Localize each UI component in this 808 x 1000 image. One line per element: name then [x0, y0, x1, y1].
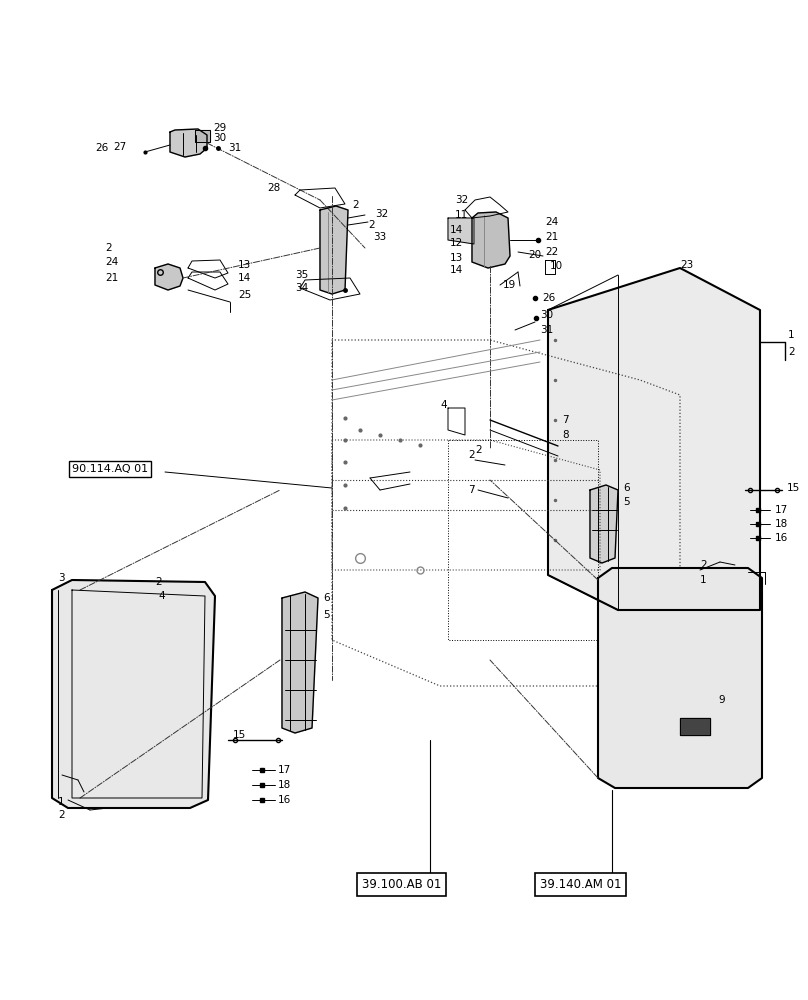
Text: 11: 11 [455, 210, 469, 220]
Polygon shape [195, 130, 210, 142]
Polygon shape [472, 212, 510, 268]
Text: 4: 4 [158, 591, 165, 601]
Polygon shape [448, 218, 474, 244]
Text: 32: 32 [455, 195, 469, 205]
Text: 39.140.AM 01: 39.140.AM 01 [540, 878, 621, 891]
Text: 16: 16 [775, 533, 789, 543]
Text: 2: 2 [700, 560, 707, 570]
Text: 20: 20 [528, 250, 541, 260]
Text: 4: 4 [440, 400, 447, 410]
Text: 8: 8 [562, 430, 569, 440]
Text: 13: 13 [238, 260, 251, 270]
Text: 14: 14 [450, 265, 463, 275]
Text: 2: 2 [468, 450, 474, 460]
Polygon shape [155, 264, 183, 290]
Text: 35: 35 [295, 270, 308, 280]
Text: 12: 12 [450, 238, 463, 248]
Text: 29: 29 [213, 123, 226, 133]
Text: 1: 1 [788, 330, 794, 340]
Text: 31: 31 [228, 143, 242, 153]
Text: 21: 21 [545, 232, 558, 242]
Text: 15: 15 [233, 730, 246, 740]
Text: 14: 14 [238, 273, 251, 283]
Text: 10: 10 [550, 261, 563, 271]
Text: 3: 3 [58, 573, 65, 583]
Text: 26: 26 [95, 143, 108, 153]
Text: 24: 24 [105, 257, 118, 267]
Text: 15: 15 [787, 483, 800, 493]
Polygon shape [680, 718, 710, 735]
Text: 6: 6 [623, 483, 629, 493]
Text: 27: 27 [113, 142, 126, 152]
Text: 9: 9 [718, 695, 725, 705]
Text: 17: 17 [775, 505, 789, 515]
Text: 18: 18 [775, 519, 789, 529]
Polygon shape [320, 206, 348, 294]
Text: 33: 33 [373, 232, 386, 242]
Text: 25: 25 [238, 290, 251, 300]
Text: 90.114.AQ 01: 90.114.AQ 01 [72, 464, 148, 474]
Polygon shape [598, 568, 762, 788]
Polygon shape [52, 580, 215, 808]
Text: 30: 30 [213, 133, 226, 143]
Polygon shape [590, 485, 618, 563]
Text: 18: 18 [278, 780, 291, 790]
Text: 31: 31 [540, 325, 553, 335]
Text: 26: 26 [542, 293, 555, 303]
Text: 7: 7 [562, 415, 569, 425]
Text: 19: 19 [503, 280, 516, 290]
Text: 34: 34 [295, 283, 308, 293]
Text: 5: 5 [623, 497, 629, 507]
Text: 30: 30 [540, 310, 553, 320]
Text: 2: 2 [58, 810, 65, 820]
Text: 14: 14 [450, 225, 463, 235]
Text: 21: 21 [105, 273, 118, 283]
Polygon shape [282, 592, 318, 733]
Text: 24: 24 [545, 217, 558, 227]
Text: 28: 28 [267, 183, 280, 193]
Text: 32: 32 [375, 209, 389, 219]
Text: 2: 2 [788, 347, 794, 357]
Text: 6: 6 [323, 593, 330, 603]
Polygon shape [170, 129, 207, 157]
Text: 17: 17 [278, 765, 291, 775]
Text: 2: 2 [105, 243, 112, 253]
Text: 2: 2 [368, 220, 375, 230]
Text: 39.100.AB 01: 39.100.AB 01 [362, 878, 441, 891]
Text: 1: 1 [58, 797, 65, 807]
Text: 7: 7 [468, 485, 474, 495]
Text: 2: 2 [352, 200, 359, 210]
Polygon shape [548, 268, 760, 610]
Text: 22: 22 [545, 247, 558, 257]
Text: 23: 23 [680, 260, 693, 270]
Text: 2: 2 [475, 445, 482, 455]
Text: 5: 5 [323, 610, 330, 620]
Text: 16: 16 [278, 795, 291, 805]
Text: 2: 2 [155, 577, 162, 587]
Text: 1: 1 [700, 575, 707, 585]
Text: 13: 13 [450, 253, 463, 263]
